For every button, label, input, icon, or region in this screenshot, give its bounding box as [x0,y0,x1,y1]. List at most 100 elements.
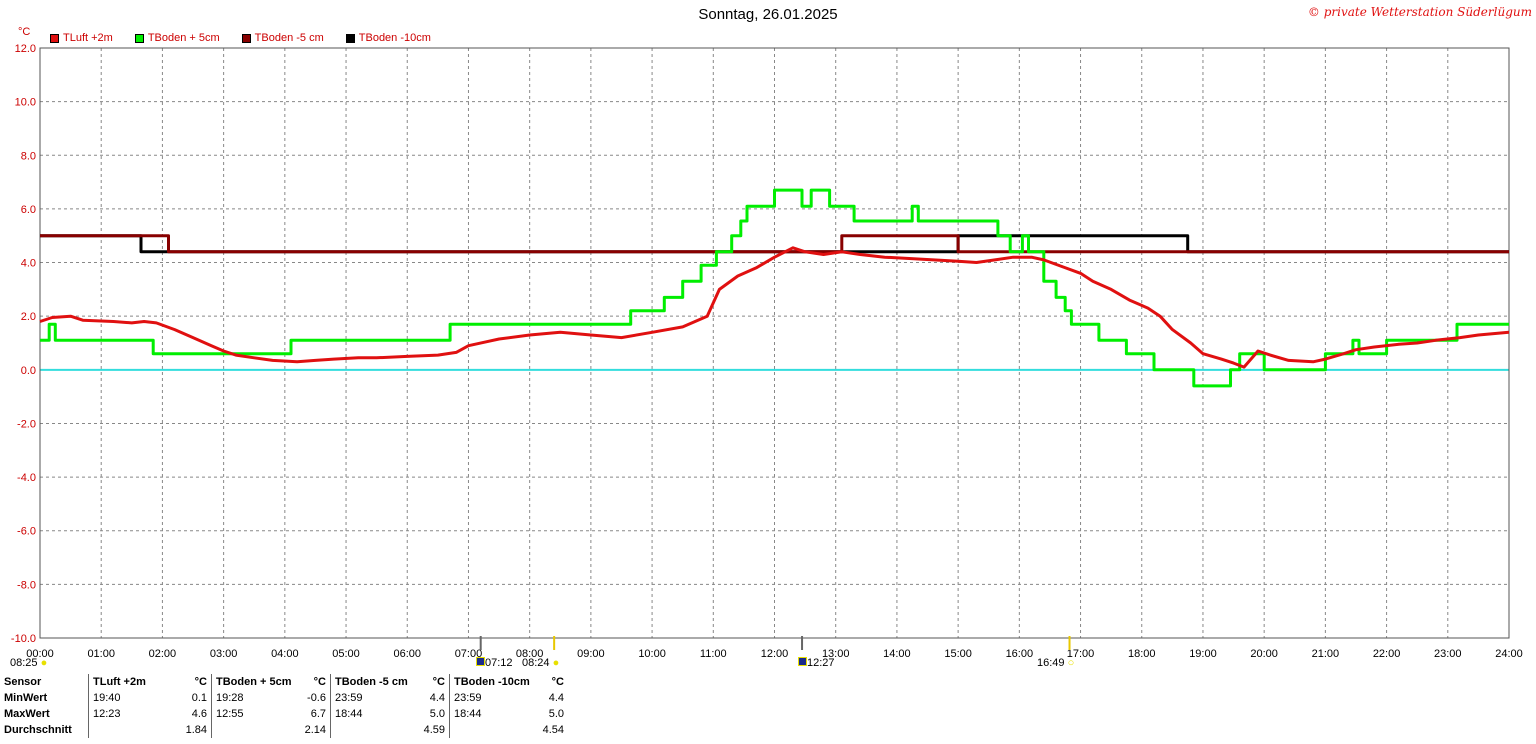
x-tick-label: 16:00 [1006,648,1034,660]
stats-cell [211,722,298,738]
y-tick-label: 12.0 [15,43,36,55]
stats-header: TBoden -5 cm [330,674,417,690]
sun-icon: ● [40,657,48,669]
legend-swatch [50,33,59,43]
x-tick-label: 08:00 [516,648,544,660]
stats-row-avg: Durchschnitt 1.84 2.14 4.59 4.54 [0,722,568,738]
legend-label: TLuft +2m [63,32,113,44]
stats-header: °C [432,676,445,688]
series-line [40,234,1509,254]
plot-frame [39,47,1510,639]
dawn-time: 07:12 [485,657,513,669]
x-tick-label: 13:00 [822,648,850,660]
x-tick-label: 01:00 [87,648,115,660]
stats-row-min: MinWert 19:40 0.1 19:28 -0.6 23:59 4.4 2… [0,690,568,706]
stats-cell: 12:55 [211,706,298,722]
sunset-time: 16:49 [1037,657,1065,669]
legend-item-tluft: TLuft +2m [50,32,113,44]
series-line [40,234,1509,254]
legend-swatch [241,33,251,43]
stats-cell: -0.6 [307,692,326,704]
legend: TLuft +2m TBoden + 5cm TBoden -5 cm TBod… [50,32,453,44]
sunrise-time: 08:25 [10,657,38,669]
copyright-label: © private Wetterstation Süderlügum [1307,5,1532,19]
sunset-label: 16:49 ○ [1037,657,1074,669]
stats-header: TBoden + 5cm [211,674,298,690]
stats-header: °C [313,676,326,688]
series-line [40,188,1509,388]
y-tick-label: -6.0 [17,526,36,538]
x-tick-label: 19:00 [1189,648,1217,660]
stats-cell: 2.14 [304,724,326,736]
stats-cell: 1.84 [185,724,207,736]
stats-cell: 4.59 [423,724,445,736]
legend-item-tboden-minus10: TBoden -10cm [345,32,431,44]
noon-label: 12:27 [798,657,835,669]
stats-cell: 19:40 [88,690,179,706]
stats-cell: 5.0 [429,708,445,720]
stats-cell: 4.54 [542,724,564,736]
stats-cell: 23:59 [330,690,417,706]
y-tick-label: -2.0 [17,418,36,430]
legend-item-tboden-plus5: TBoden + 5cm [134,32,220,44]
y-axis-unit: °C [18,26,31,38]
stats-header: °C [194,676,207,688]
y-tick-label: 0.0 [21,365,36,377]
stats-cell [88,722,179,738]
stats-header: TBoden -10cm [449,674,536,690]
legend-label: TBoden -5 cm [254,32,324,44]
moon-icon [476,657,485,666]
stats-cell [449,722,536,738]
x-tick-label: 06:00 [393,648,421,660]
x-tick-label: 21:00 [1312,648,1340,660]
stats-row-max: MaxWert 12:23 4.6 12:55 6.7 18:44 5.0 18… [0,706,568,722]
legend-label: TBoden -10cm [358,32,431,44]
stats-header: TLuft +2m [88,674,179,690]
stats-header: °C [551,676,564,688]
y-tick-label: 10.0 [15,97,36,109]
stats-header-row: Sensor TLuft +2m °C TBoden + 5cm °C TBod… [0,674,568,690]
x-tick-label: 03:00 [210,648,238,660]
x-tick-label: 23:00 [1434,648,1462,660]
legend-swatch [134,33,144,43]
moon-icon [798,657,807,666]
stats-cell: 4.4 [548,692,564,704]
y-tick-label: -8.0 [17,579,36,591]
stats-cell: 18:44 [330,706,417,722]
stats-cell: 19:28 [211,690,298,706]
y-tick-label: 6.0 [21,204,36,216]
x-tick-label: 14:00 [883,648,911,660]
y-tick-label: 2.0 [21,311,36,323]
x-tick-label: 05:00 [332,648,360,660]
stats-cell: 0.1 [191,692,207,704]
y-tick-label: 4.0 [21,258,36,270]
sunrise-left-label: 08:25 ● [10,657,47,669]
stats-cell: MinWert [4,692,48,704]
stats-cell: 6.7 [310,708,326,720]
sunrise-time: 08:24 [522,657,550,669]
x-tick-label: 22:00 [1373,648,1401,660]
stats-cell: 4.4 [429,692,445,704]
x-tick-label: 11:00 [700,648,727,660]
x-tick-label: 02:00 [149,648,177,660]
y-tick-label: -4.0 [17,472,36,484]
x-tick-label: 15:00 [944,648,972,660]
series-line [39,246,1510,369]
stats-cell: 4.6 [191,708,207,720]
stats-cell: 12:23 [88,706,179,722]
sun-outline-icon: ○ [1067,657,1075,669]
stats-table: Sensor TLuft +2m °C TBoden + 5cm °C TBod… [0,674,568,738]
x-tick-label: 17:00 [1067,648,1095,660]
dawn-label: 07:12 [476,657,513,669]
x-tick-label: 07:00 [455,648,483,660]
legend-label: TBoden + 5cm [147,32,220,44]
noon-time: 12:27 [807,657,835,669]
legend-item-tboden-minus5: TBoden -5 cm [241,32,324,44]
x-tick-label: 09:00 [577,648,605,660]
stats-cell [330,722,417,738]
x-tick-label: 10:00 [638,648,666,660]
legend-swatch [345,33,355,43]
stats-header: Sensor [4,676,42,688]
sunrise-label: 08:24 ● [522,657,559,669]
